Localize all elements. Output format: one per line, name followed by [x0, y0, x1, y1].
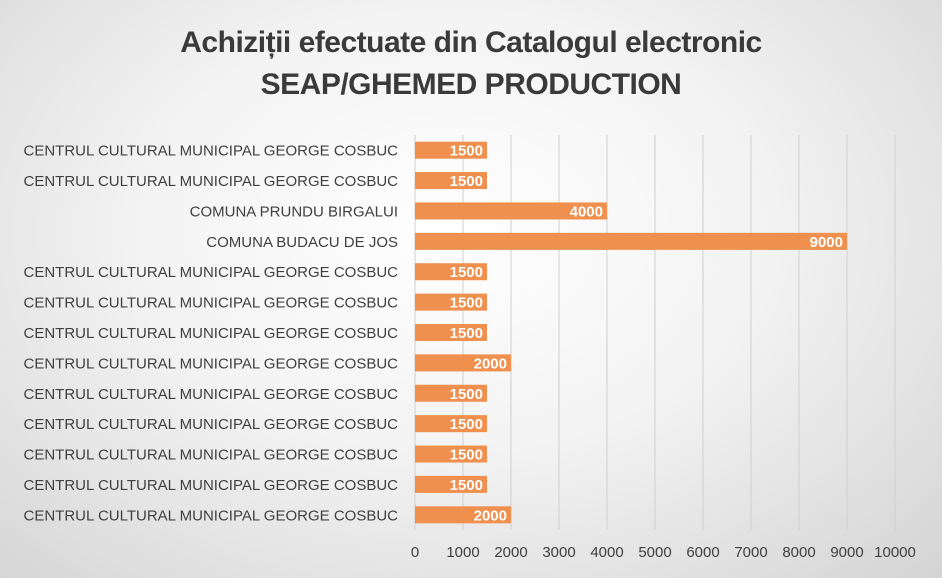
bar-group: 1500 — [415, 293, 487, 312]
x-tick-label: 1000 — [446, 544, 479, 561]
x-tick-label: 10000 — [874, 544, 916, 561]
category-label: CENTRUL CULTURAL MUNICIPAL GEORGE COSBUC — [24, 264, 399, 281]
x-tick-label: 9000 — [830, 544, 863, 561]
x-tick-label: 5000 — [638, 544, 671, 561]
category-label: CENTRUL CULTURAL MUNICIPAL GEORGE COSBUC — [24, 173, 399, 190]
x-tick-label: 3000 — [542, 544, 575, 561]
bar — [415, 475, 487, 493]
bar — [415, 202, 607, 220]
category-label: CENTRUL CULTURAL MUNICIPAL GEORGE COSBUC — [24, 143, 399, 160]
bars: 1500 1500 4000 9000 1500 1500 1500 2000 1500 1500… — [415, 141, 847, 524]
bar-group: 1500 — [415, 141, 487, 160]
chart-title-line-2: SEAP/GHEMED PRODUCTION — [260, 68, 682, 101]
bar — [415, 323, 487, 342]
category-label: COMUNA PRUNDU BIRGALUI — [190, 203, 398, 220]
chart-title: Achiziții efectuate din Catalogul electr… — [0, 22, 942, 106]
data-label: 1500 — [450, 325, 483, 342]
data-label: 4000 — [570, 203, 603, 220]
bar — [415, 445, 487, 463]
x-tick-label: 7000 — [734, 544, 767, 561]
bar — [415, 263, 487, 281]
bar — [415, 354, 511, 372]
category-label: COMUNA BUDACU DE JOS — [206, 234, 398, 251]
data-label: 2000 — [474, 507, 507, 524]
category-label: CENTRUL CULTURAL MUNICIPAL GEORGE COSBUC — [24, 447, 399, 464]
bar-group: 2000 — [415, 506, 511, 524]
bar — [415, 415, 487, 433]
bar-group: 9000 — [415, 232, 847, 251]
category-label: CENTRUL CULTURAL MUNICIPAL GEORGE COSBUC — [24, 295, 399, 312]
category-label: CENTRUL CULTURAL MUNICIPAL GEORGE COSBUC — [24, 325, 399, 342]
data-label: 1500 — [450, 295, 483, 312]
data-label: 1500 — [450, 416, 483, 433]
bar-group: 1500 — [415, 384, 487, 403]
data-label: 1500 — [450, 264, 483, 281]
x-tick-label: 0 — [411, 544, 419, 561]
x-tick-label: 2000 — [494, 544, 527, 561]
data-label: 1500 — [450, 447, 483, 464]
bar-group: 1500 — [415, 263, 487, 281]
bar-group: 2000 — [415, 354, 511, 372]
data-label: 1500 — [450, 386, 483, 403]
category-label: CENTRUL CULTURAL MUNICIPAL GEORGE COSBUC — [24, 355, 399, 372]
category-label: CENTRUL CULTURAL MUNICIPAL GEORGE COSBUC — [24, 386, 399, 403]
data-label: 1500 — [450, 477, 483, 494]
data-label: 9000 — [810, 234, 843, 251]
bar-group: 1500 — [415, 475, 487, 494]
bar — [415, 506, 511, 524]
bar — [415, 141, 487, 159]
bar — [415, 232, 847, 250]
x-axis-tick-labels: 0 1000 2000 3000 4000 5000 6000 7000 8000 9000 100… — [411, 544, 916, 561]
bar — [415, 384, 487, 402]
category-label: CENTRUL CULTURAL MUNICIPAL GEORGE COSBUC — [24, 507, 399, 524]
category-label: CENTRUL CULTURAL MUNICIPAL GEORGE COSBUC — [24, 416, 399, 433]
x-tick-label: 8000 — [782, 544, 815, 561]
category-label: CENTRUL CULTURAL MUNICIPAL GEORGE COSBUC — [24, 477, 399, 494]
bar-group: 1500 — [415, 323, 487, 342]
chart-title-line-1: Achiziții efectuate din Catalogul electr… — [180, 26, 762, 59]
bar-group: 1500 — [415, 172, 487, 190]
bar — [415, 293, 487, 311]
data-label: 1500 — [450, 173, 483, 190]
data-label: 1500 — [450, 143, 483, 160]
bar-group: 1500 — [415, 415, 487, 433]
category-labels: CENTRUL CULTURAL MUNICIPAL GEORGE COSBUC… — [24, 143, 399, 525]
x-tick-label: 6000 — [686, 544, 719, 561]
bar-group: 1500 — [415, 445, 487, 464]
bar — [415, 172, 487, 190]
x-tick-label: 4000 — [590, 544, 623, 561]
data-label: 2000 — [474, 355, 507, 372]
bar-group: 4000 — [415, 202, 607, 220]
gridlines — [414, 135, 896, 530]
